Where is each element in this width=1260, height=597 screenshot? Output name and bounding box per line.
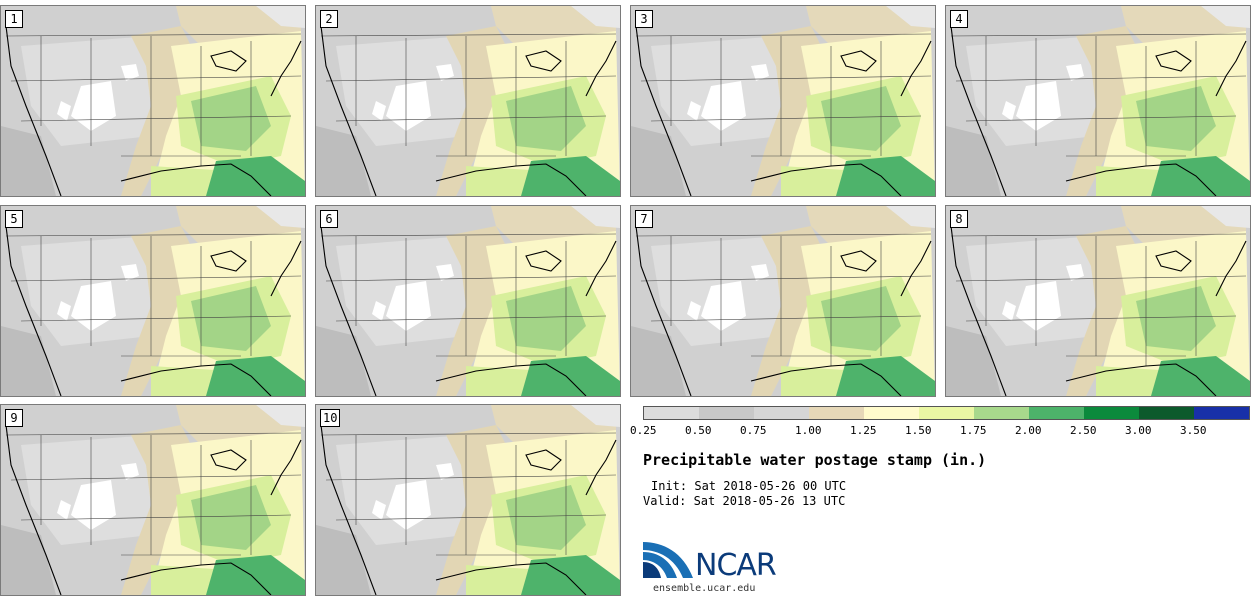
- panel-label: 8: [950, 210, 968, 228]
- colorbar-swatch: [644, 407, 699, 419]
- panel-label: 4: [950, 10, 968, 28]
- colorbar-tick-label: 2.00: [1015, 424, 1042, 437]
- colorbar-tick-label: 2.50: [1070, 424, 1097, 437]
- panel-label: 10: [320, 409, 341, 427]
- panel-label: 3: [635, 10, 653, 28]
- map-panel: 7: [630, 205, 936, 397]
- map-panel: 2: [315, 5, 621, 197]
- colorbar-swatch: [1029, 407, 1084, 419]
- colorbar-tick-label: 1.50: [905, 424, 932, 437]
- panel-label: 2: [320, 10, 338, 28]
- map-panel: 6: [315, 205, 621, 397]
- panel-label: 6: [320, 210, 338, 228]
- logo-url: ensemble.ucar.edu: [653, 583, 756, 594]
- colorbar-tick-label: 1.25: [850, 424, 877, 437]
- colorbar-swatch: [1194, 407, 1249, 419]
- map-panel: 10: [315, 404, 621, 596]
- colorbar-swatch: [699, 407, 754, 419]
- panel-label: 7: [635, 210, 653, 228]
- colorbar-swatch: [919, 407, 974, 419]
- colorbar-tick-label: 1.75: [960, 424, 987, 437]
- panel-label: 5: [5, 210, 23, 228]
- colorbar-swatch: [1084, 407, 1139, 419]
- colorbar-ticks: 0.25 0.50 0.75 1.00 1.25 1.50 1.75 2.00 2.50 3.00…: [630, 424, 1250, 440]
- page-title: Precipitable water postage stamp (in.): [643, 451, 987, 469]
- logo-text: NCAR: [695, 548, 777, 583]
- map-panel: 1: [0, 5, 306, 197]
- colorbar-tick-label: 3.00: [1125, 424, 1152, 437]
- colorbar-swatch: [1139, 407, 1194, 419]
- colorbar-swatch: [864, 407, 919, 419]
- ncar-logo-icon: [643, 542, 693, 578]
- colorbar-tick-label: 0.75: [740, 424, 767, 437]
- colorbar: [643, 406, 1250, 420]
- colorbar-tick-label: 0.50: [685, 424, 712, 437]
- colorbar-tick-label: 3.50: [1180, 424, 1207, 437]
- colorbar-tick-label: 0.25: [630, 424, 657, 437]
- colorbar-tick-label: 1.00: [795, 424, 822, 437]
- map-panel: 5: [0, 205, 306, 397]
- map-panel: 3: [630, 5, 936, 197]
- panel-label: 1: [5, 10, 23, 28]
- colorbar-swatch: [974, 407, 1029, 419]
- panel-label: 9: [5, 409, 23, 427]
- map-panel: 4: [945, 5, 1251, 197]
- valid-time: Valid: Sat 2018-05-26 13 UTC: [643, 494, 846, 508]
- colorbar-swatch: [809, 407, 864, 419]
- colorbar-swatch: [754, 407, 809, 419]
- map-panel: 8: [945, 205, 1251, 397]
- map-panel: 9: [0, 404, 306, 596]
- init-time: Init: Sat 2018-05-26 00 UTC: [651, 479, 847, 493]
